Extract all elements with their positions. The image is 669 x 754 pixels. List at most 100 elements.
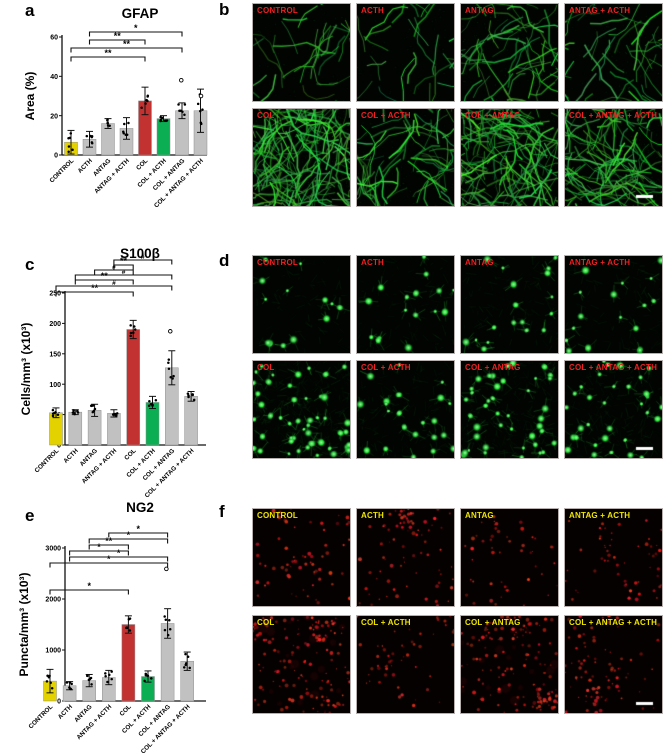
micrograph-image bbox=[461, 4, 558, 101]
x-category-label: ANTAG + ACTH bbox=[75, 703, 113, 741]
micrograph-image bbox=[461, 509, 558, 606]
micrograph-image bbox=[461, 256, 558, 353]
significance-bracket bbox=[113, 264, 134, 270]
significance-bracket bbox=[70, 47, 183, 53]
micrograph-label: COL + ACTH bbox=[361, 618, 411, 627]
data-point bbox=[177, 103, 180, 106]
y-tick-label: 0 bbox=[57, 699, 61, 706]
micrograph-tile-col-antag-acth: COL + ANTAG + ACTH bbox=[564, 108, 663, 207]
micrograph-image bbox=[565, 509, 662, 606]
significance-label: ** bbox=[101, 271, 109, 281]
bar-antag-acth bbox=[107, 413, 121, 446]
x-category-label: ACTH bbox=[57, 703, 75, 721]
micrograph-image bbox=[357, 4, 454, 101]
y-axis-label: Cells/mm³ (x10³) bbox=[19, 323, 33, 416]
data-point bbox=[51, 414, 55, 418]
significance-bracket bbox=[49, 562, 169, 568]
data-point bbox=[110, 677, 113, 681]
data-point bbox=[163, 628, 167, 632]
data-point bbox=[110, 670, 113, 673]
data-point bbox=[169, 376, 172, 379]
data-point bbox=[90, 141, 94, 144]
data-point bbox=[90, 135, 94, 139]
data-point bbox=[104, 672, 107, 675]
micrograph-grid-gfap: CONTROL ACTH ANTAG ANTAG + ACTH COL COL + ACT… bbox=[252, 3, 665, 208]
data-point bbox=[72, 409, 75, 412]
data-point bbox=[65, 681, 69, 684]
y-tick-label: 3000 bbox=[45, 546, 61, 553]
significance-bracket bbox=[74, 274, 173, 280]
data-point bbox=[124, 133, 128, 137]
data-point bbox=[167, 361, 170, 364]
data-point bbox=[76, 409, 79, 413]
data-point bbox=[87, 678, 91, 682]
outlier-point bbox=[179, 78, 184, 83]
micrograph-label: CONTROL bbox=[257, 511, 298, 520]
bar-col-acth bbox=[156, 118, 171, 156]
data-point bbox=[111, 413, 115, 416]
micrograph-label: COL + ACTH bbox=[361, 111, 411, 120]
bar-col bbox=[126, 329, 140, 446]
micrograph-tile-antag: ANTAG bbox=[460, 255, 559, 354]
significance-bracket bbox=[55, 285, 173, 291]
significance-bracket bbox=[113, 259, 173, 265]
outlier-point bbox=[168, 329, 173, 334]
significance-bracket bbox=[69, 550, 129, 556]
micrograph-image bbox=[357, 256, 454, 353]
data-point bbox=[151, 404, 154, 407]
panel-letter-d: d bbox=[219, 251, 230, 270]
micrograph-label: COL bbox=[257, 111, 275, 120]
micrograph-tile-col-antag: COL + ANTAG bbox=[460, 615, 559, 714]
data-point bbox=[133, 325, 136, 328]
x-category-label: COL bbox=[118, 703, 132, 717]
micrograph-tile-col: COL bbox=[252, 615, 351, 714]
y-tick-label: 200 bbox=[49, 321, 61, 328]
data-point bbox=[186, 392, 190, 395]
panel-letter-c: c bbox=[25, 255, 35, 274]
micrograph-image bbox=[565, 4, 662, 101]
micrograph-image bbox=[253, 361, 350, 458]
y-tick-label: 20 bbox=[50, 113, 58, 120]
significance-bracket bbox=[88, 31, 183, 37]
data-point bbox=[188, 666, 191, 670]
data-point bbox=[159, 118, 163, 122]
significance-bracket bbox=[88, 538, 169, 544]
micrograph-label: COL + ANTAG bbox=[465, 111, 521, 120]
micrograph-image bbox=[253, 109, 350, 206]
x-category-label: ANTAG + ACTH bbox=[81, 447, 119, 485]
data-point bbox=[144, 674, 148, 677]
micrograph-label: ANTAG + ACTH bbox=[569, 258, 631, 267]
micrograph-tile-col-antag-acth: COL + ANTAG + ACTH bbox=[564, 360, 663, 459]
data-point bbox=[92, 409, 96, 413]
micrograph-image bbox=[253, 616, 350, 713]
significance-label: * bbox=[87, 581, 91, 591]
data-point bbox=[196, 102, 200, 106]
data-point bbox=[186, 655, 190, 659]
data-point bbox=[45, 680, 49, 683]
x-category-label: CONTROL bbox=[48, 157, 75, 184]
significance-label: # bbox=[122, 269, 126, 276]
y-tick-label: 0 bbox=[54, 153, 58, 160]
data-point bbox=[163, 615, 166, 618]
panel-letter-e: e bbox=[25, 506, 35, 525]
data-point bbox=[183, 103, 187, 106]
x-category-label: CONTROL bbox=[33, 447, 60, 474]
micrograph-tile-acth: ACTH bbox=[356, 255, 455, 354]
bar-col bbox=[121, 624, 136, 702]
significance-bracket bbox=[74, 279, 134, 285]
significance-bracket bbox=[88, 544, 129, 550]
significance-label: ** bbox=[114, 31, 122, 41]
significance-bracket bbox=[70, 56, 146, 62]
micrograph-tile-col-acth: COL + ACTH bbox=[356, 108, 455, 207]
bar-col-antag-acth bbox=[184, 396, 198, 446]
data-point bbox=[106, 680, 109, 684]
data-point bbox=[183, 113, 186, 117]
y-tick-label: 150 bbox=[49, 351, 61, 358]
micrograph-label: COL bbox=[257, 363, 275, 372]
micrograph-tile-control: CONTROL bbox=[252, 508, 351, 607]
micrograph-label: ANTAG + ACTH bbox=[569, 6, 631, 15]
data-point bbox=[132, 331, 135, 335]
micrograph-tile-antag-acth: ANTAG + ACTH bbox=[564, 3, 663, 102]
micrograph-label: ACTH bbox=[361, 258, 385, 267]
